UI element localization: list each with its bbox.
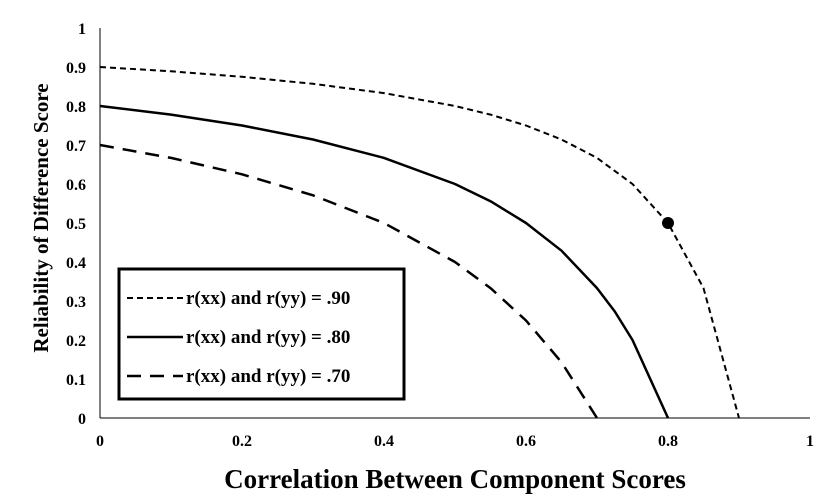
series-lines xyxy=(99,66,740,419)
x-tick-label: 0.8 xyxy=(658,433,678,450)
series-line-1 xyxy=(99,104,670,419)
x-tick-label: 0.6 xyxy=(516,433,536,450)
legend: r(xx) and r(yy) = .90 r(xx) and r(yy) = … xyxy=(117,267,406,401)
y-tick-label: 1 xyxy=(78,21,86,38)
x-tick-label: 0.2 xyxy=(232,433,252,450)
highlight-point-marker xyxy=(662,217,674,229)
y-tick-label: 0.4 xyxy=(66,255,86,272)
x-tick-label: 0 xyxy=(96,433,104,450)
y-tick-label: 0.6 xyxy=(66,177,86,194)
legend-box xyxy=(117,267,406,401)
legend-label-series-1: r(xx) and r(yy) = .80 xyxy=(186,327,350,348)
y-axis-label: Reliability of Difference Score xyxy=(29,83,53,352)
series-line-0 xyxy=(99,66,740,419)
legend-label-series-0: r(xx) and r(yy) = .90 xyxy=(186,288,350,309)
y-tick-labels: 0 0.1 0.2 0.3 0.4 0.5 0.6 0.7 0.8 0.9 1 xyxy=(66,21,86,428)
y-tick-label: 0 xyxy=(78,411,86,428)
x-tick-label: 0.4 xyxy=(374,433,394,450)
annotation-markers xyxy=(662,217,674,229)
y-tick-label: 0.5 xyxy=(66,216,86,233)
y-tick-label: 0.9 xyxy=(66,60,86,77)
y-tick-label: 0.7 xyxy=(66,138,86,155)
y-tick-label: 0.1 xyxy=(66,372,86,389)
series-line-2 xyxy=(99,143,599,419)
y-tick-label: 0.3 xyxy=(66,294,86,311)
legend-label-series-2: r(xx) and r(yy) = .70 xyxy=(186,366,350,387)
y-tick-label: 0.2 xyxy=(66,333,86,350)
x-axis-label: Correlation Between Component Scores xyxy=(224,464,686,494)
x-tick-label: 1 xyxy=(806,433,814,450)
x-tick-labels: 0 0.2 0.4 0.6 0.8 1 xyxy=(96,433,814,450)
y-tick-label: 0.8 xyxy=(66,99,86,116)
